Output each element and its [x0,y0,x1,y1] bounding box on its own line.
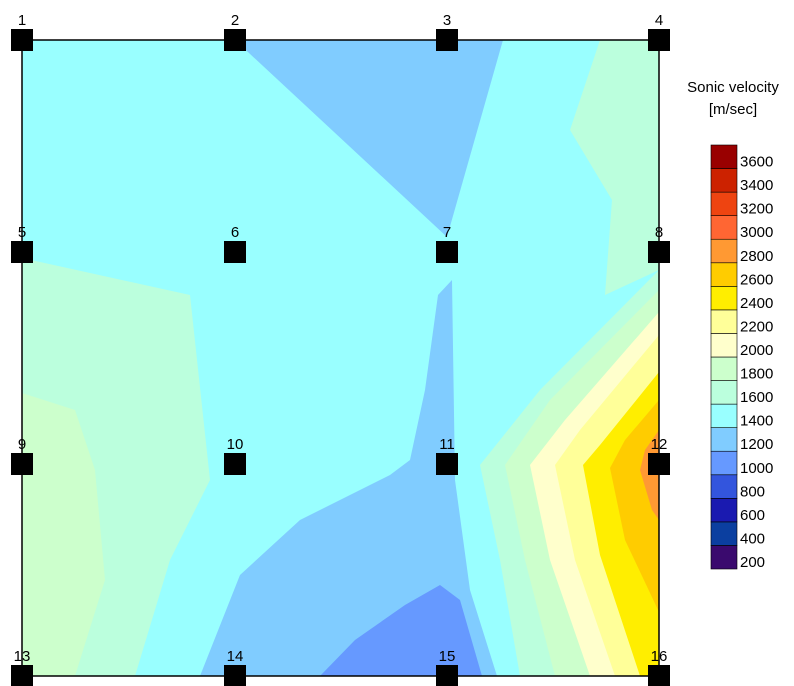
colorbar-tick-2800: 2800 [740,248,773,265]
colorbar-swatch-2800-3000 [710,238,738,264]
sensor-label-5: 5 [18,224,26,241]
sensor-marker-1 [11,29,33,51]
colorbar-tick-400: 400 [740,530,765,547]
sensor-label-8: 8 [655,224,663,241]
sensor-marker-8 [648,241,670,263]
sensor-label-3: 3 [443,12,451,29]
sensor-label-13: 13 [14,648,31,665]
sensor-label-6: 6 [231,224,239,241]
sensor-marker-11 [436,453,458,475]
contour-band-1200-1400-top [235,40,503,237]
sensor-marker-6 [224,241,246,263]
colorbar-swatch-200-400 [710,545,738,570]
colorbar-swatch-2400-2600 [710,286,738,311]
colorbar-swatch-3200-3400 [710,191,738,216]
colorbar-tick-3400: 3400 [740,177,773,194]
contour-band-1000-1200-bottom [320,585,482,676]
sensor-marker-2 [224,29,246,51]
colorbar-tick-3600: 3600 [740,154,773,171]
colorbar-tick-2600: 2600 [740,271,773,288]
colorbar-tick-800: 800 [740,483,765,500]
colorbar-tick-3200: 3200 [740,201,773,218]
colorbar: Sonic velocity [m/sec] 3600 3400 3200 3000 2… [687,79,779,571]
sensor-marker-16 [648,665,670,686]
colorbar-swatch-3000-3200 [710,215,738,240]
sensor-label-7: 7 [443,224,451,241]
plot-frame [21,39,660,677]
colorbar-swatch-400-600 [710,521,738,546]
sensor-marker-15 [436,665,458,686]
sensor-label-2: 2 [231,12,239,29]
colorbar-title: Sonic velocity [687,79,779,96]
colorbar-tick-3000: 3000 [740,224,773,241]
colorbar-tick-200: 200 [740,554,765,571]
colorbar-tick-1600: 1600 [740,389,773,406]
colorbar-swatch-2000-2200 [710,333,738,358]
sensor-markers [11,29,670,686]
colorbar-tick-1200: 1200 [740,436,773,453]
colorbar-tick-600: 600 [740,507,765,524]
colorbar-swatch-600-800 [710,498,738,523]
sensor-marker-3 [436,29,458,51]
sensor-marker-5 [11,241,33,263]
colorbar-swatch-1600-1800 [710,380,738,405]
sensor-marker-13 [11,665,33,686]
sensor-label-11: 11 [439,436,455,453]
colorbar-swatch-1000-1200 [710,450,738,476]
contour-plot-area [21,39,660,677]
contour-band-1600-1800-top-right [570,40,659,295]
colorbar-swatch-2600-2800 [710,262,738,287]
sensor-marker-12 [648,453,670,475]
colorbar-swatch-3400-3600 [710,168,738,193]
colorbar-swatches [710,144,738,570]
colorbar-tick-1800: 1800 [740,366,773,383]
colorbar-tick-1000: 1000 [740,460,773,477]
sensor-label-10: 10 [227,436,244,453]
colorbar-tick-2200: 2200 [740,318,773,335]
colorbar-unit: [m/sec] [709,101,757,118]
sensor-marker-14 [224,665,246,686]
colorbar-tick-2000: 2000 [740,342,773,359]
colorbar-tick-2400: 2400 [740,295,773,312]
colorbar-swatch-2200-2400 [710,309,738,334]
sensor-label-15: 15 [439,648,456,665]
colorbar-swatch-3600-3800 [710,144,738,169]
sensor-label-16: 16 [651,648,668,665]
sensor-label-1: 1 [18,12,26,29]
contour-band-1200-1400-center [200,280,497,676]
sensor-marker-9 [11,453,33,475]
sensor-label-12: 12 [651,436,668,453]
colorbar-tick-labels: 3600 3400 3200 3000 2800 2600 2400 2200 2000 1800… [740,154,773,571]
sensor-marker-4 [648,29,670,51]
colorbar-swatch-1400-1600 [710,403,738,428]
colorbar-swatch-1800-2000 [710,356,738,381]
sensor-marker-7 [436,241,458,263]
colorbar-tick-1400: 1400 [740,413,773,430]
sensor-label-14: 14 [227,648,244,665]
contour-band-1800-2000-left [22,393,105,676]
colorbar-swatch-800-1000 [710,474,738,499]
sensor-marker-10 [224,453,246,475]
colorbar-swatch-1200-1400 [710,427,738,452]
sensor-label-9: 9 [18,436,26,453]
sensor-label-4: 4 [655,12,663,29]
